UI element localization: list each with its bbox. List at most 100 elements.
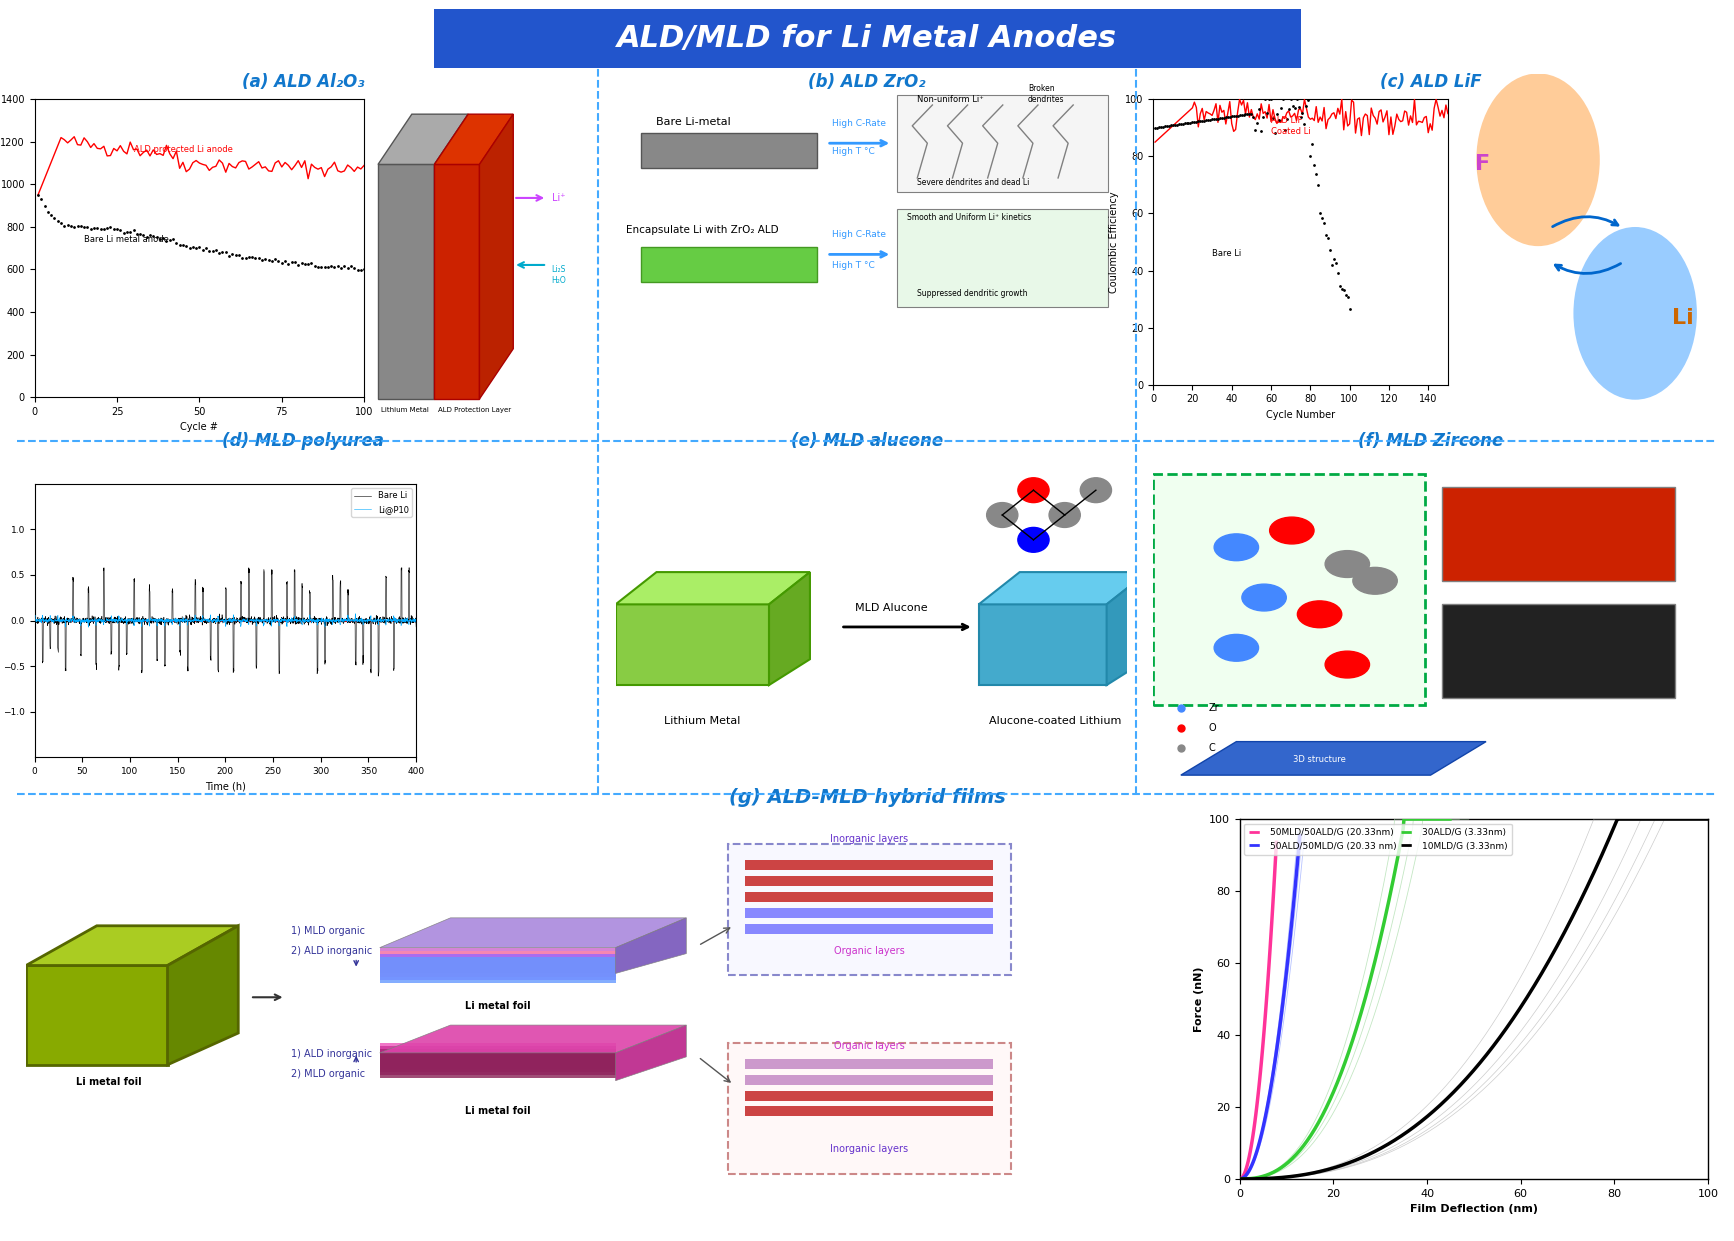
Circle shape	[987, 503, 1018, 527]
X-axis label: Time (h): Time (h)	[205, 782, 246, 792]
Bar	[378, 164, 434, 398]
Bare Li	[210, 613, 231, 628]
Line: Li@P10: Li@P10	[35, 614, 416, 627]
Text: Bare Li-metal: Bare Li-metal	[655, 118, 730, 128]
Text: MLD Alucone: MLD Alucone	[855, 603, 928, 613]
Bar	[380, 954, 616, 980]
Bar	[1441, 604, 1675, 697]
Bar	[642, 247, 817, 282]
Text: Smooth and Uniform Li⁺ kinetics: Smooth and Uniform Li⁺ kinetics	[907, 212, 1032, 222]
Text: Inorganic layers: Inorganic layers	[831, 1144, 909, 1154]
Text: (a) ALD Al₂O₃: (a) ALD Al₂O₃	[243, 73, 364, 91]
Bar	[746, 1107, 994, 1117]
Text: (e) MLD alucone: (e) MLD alucone	[791, 432, 943, 449]
Bar	[746, 1059, 994, 1069]
Polygon shape	[434, 114, 468, 398]
Li@P10	[43, 613, 64, 628]
Bar	[746, 860, 994, 870]
Li@P10	[24, 609, 45, 624]
Circle shape	[1574, 228, 1696, 398]
Bar	[978, 604, 1106, 685]
Bar	[746, 1075, 994, 1085]
Bare Li	[395, 611, 416, 625]
Circle shape	[1214, 534, 1259, 561]
X-axis label: Film Deflection (nm): Film Deflection (nm)	[1410, 1204, 1538, 1214]
Polygon shape	[26, 926, 238, 965]
Circle shape	[1297, 601, 1342, 628]
Bar	[380, 957, 616, 983]
Bar	[896, 94, 1108, 192]
Circle shape	[1325, 652, 1370, 678]
Text: ALD/MLD for Li Metal Anodes: ALD/MLD for Li Metal Anodes	[617, 24, 1117, 53]
Text: O: O	[1209, 724, 1216, 733]
FancyBboxPatch shape	[728, 844, 1011, 975]
X-axis label: Cycle #: Cycle #	[180, 422, 218, 432]
Li@P10	[199, 608, 220, 623]
Circle shape	[1242, 585, 1287, 611]
Polygon shape	[380, 1025, 687, 1052]
FancyBboxPatch shape	[728, 1042, 1011, 1174]
Text: 2) ALD inorganic: 2) ALD inorganic	[291, 946, 373, 956]
Bar	[380, 1042, 616, 1069]
Text: Li: Li	[1672, 308, 1694, 328]
Legend: Bare Li, Li@P10: Bare Li, Li@P10	[350, 488, 413, 517]
Bare Li	[399, 560, 420, 575]
Text: Li₂S
H₂O: Li₂S H₂O	[551, 266, 567, 284]
Bar	[746, 876, 994, 886]
Circle shape	[1353, 567, 1398, 594]
Legend: 50MLD/50ALD/G (20.33nm), 50ALD/50MLD/G (20.33 nm), 30ALD/G (3.33nm), 10MLD/G (3.: 50MLD/50ALD/G (20.33nm), 50ALD/50MLD/G (…	[1245, 824, 1512, 855]
Circle shape	[1269, 517, 1314, 544]
Bar	[380, 1050, 616, 1075]
Polygon shape	[1106, 572, 1148, 685]
Text: 1) MLD organic: 1) MLD organic	[291, 926, 366, 936]
Text: Li metal foil: Li metal foil	[465, 1107, 531, 1117]
FancyBboxPatch shape	[1153, 474, 1425, 705]
FancyBboxPatch shape	[390, 6, 1344, 71]
Text: Lithium Metal: Lithium Metal	[664, 716, 740, 726]
Bar	[746, 908, 994, 918]
Bar	[434, 164, 479, 398]
Circle shape	[1080, 478, 1111, 503]
Bar	[746, 923, 994, 933]
Bare Li	[43, 617, 64, 632]
Li@P10	[406, 611, 427, 625]
Text: Bare Li: Bare Li	[1212, 249, 1242, 258]
Text: Zr: Zr	[1209, 704, 1219, 714]
Text: Li metal foil: Li metal foil	[76, 1077, 142, 1087]
Text: (c) ALD LiF: (c) ALD LiF	[1380, 73, 1481, 91]
Bar	[380, 1046, 616, 1072]
FancyArrowPatch shape	[354, 961, 359, 965]
Bare Li	[24, 567, 45, 582]
Bar	[642, 133, 817, 168]
Text: Encapsulate Li with ZrO₂ ALD: Encapsulate Li with ZrO₂ ALD	[626, 225, 779, 235]
Polygon shape	[768, 572, 810, 685]
Text: 3D structure: 3D structure	[1294, 755, 1346, 763]
Text: Non-uniform Li⁺: Non-uniform Li⁺	[917, 94, 983, 103]
Text: ALD protected Li anode: ALD protected Li anode	[134, 145, 232, 154]
Circle shape	[1049, 503, 1080, 527]
Bar	[896, 210, 1108, 307]
Bare Li	[406, 619, 427, 634]
Polygon shape	[616, 1025, 687, 1081]
Bar	[380, 951, 616, 977]
Bar	[746, 892, 994, 902]
Text: Broken
dendrites: Broken dendrites	[1028, 84, 1065, 103]
Text: High C-Rate: High C-Rate	[832, 119, 886, 128]
Y-axis label: Force (nN): Force (nN)	[1193, 967, 1203, 1031]
Bar	[746, 1091, 994, 1101]
Text: Alucone-coated Lithium: Alucone-coated Lithium	[990, 716, 1122, 726]
Bar	[26, 965, 168, 1065]
Polygon shape	[378, 114, 468, 164]
Text: Suppressed dendritic growth: Suppressed dendritic growth	[917, 289, 1028, 298]
Li@P10	[210, 613, 231, 628]
Li@P10	[78, 619, 99, 634]
Text: 1) ALD inorganic: 1) ALD inorganic	[291, 1049, 373, 1059]
Text: F: F	[1476, 154, 1490, 174]
Text: Severe dendrites and dead Li: Severe dendrites and dead Li	[917, 177, 1030, 187]
Text: Li⁺: Li⁺	[551, 192, 565, 204]
Text: (b) ALD ZrO₂: (b) ALD ZrO₂	[808, 73, 926, 91]
Polygon shape	[616, 572, 810, 604]
Li@P10	[395, 614, 416, 629]
X-axis label: Cycle Number: Cycle Number	[1266, 410, 1335, 419]
Bare Li	[368, 669, 388, 684]
